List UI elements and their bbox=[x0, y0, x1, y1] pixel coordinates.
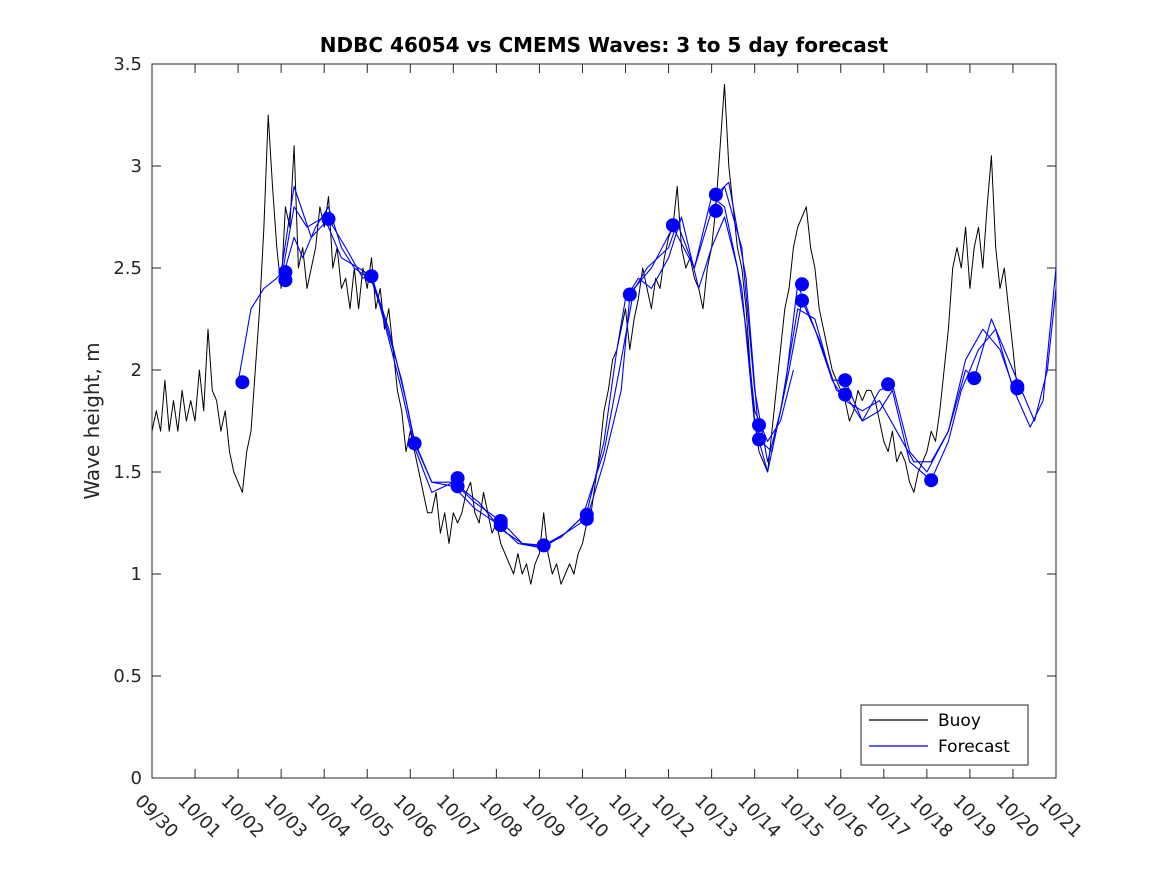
y-tick-label: 3 bbox=[131, 156, 142, 177]
marker-group bbox=[235, 187, 1025, 553]
buoy-series-line bbox=[151, 83, 1018, 585]
y-tick-label: 0 bbox=[131, 768, 142, 789]
forecast-marker bbox=[967, 371, 982, 386]
forecast-marker bbox=[795, 277, 809, 292]
forecast-marker bbox=[407, 436, 422, 451]
forecast-marker bbox=[536, 538, 551, 553]
forecast-marker bbox=[1010, 381, 1025, 396]
forecast-marker bbox=[838, 387, 853, 402]
plot-area bbox=[152, 64, 1056, 778]
forecast-marker bbox=[364, 269, 379, 284]
y-tick-label: 2 bbox=[131, 360, 142, 381]
forecast-marker bbox=[752, 418, 766, 433]
axes-frame bbox=[151, 63, 1057, 779]
y-tick-label: 1 bbox=[131, 564, 142, 585]
y-tick-label: 0.5 bbox=[113, 666, 142, 687]
legend: Buoy Forecast bbox=[860, 704, 1029, 766]
forecast-run-line bbox=[280, 185, 1057, 546]
forecast-marker bbox=[838, 373, 853, 388]
forecast-marker bbox=[752, 432, 766, 447]
forecast-marker bbox=[321, 212, 336, 226]
forecast-marker bbox=[708, 187, 723, 202]
forecast-run-line bbox=[280, 185, 1014, 549]
y-tick-label: 2.5 bbox=[113, 258, 142, 279]
forecast-marker bbox=[622, 287, 637, 302]
legend-buoy-label: Buoy bbox=[938, 711, 981, 731]
chart-title: NDBC 46054 vs CMEMS Waves: 3 to 5 day fo… bbox=[320, 33, 889, 57]
forecast-marker bbox=[881, 377, 896, 392]
forecast-run-line bbox=[715, 181, 1057, 481]
y-tick-label: 1.5 bbox=[113, 462, 142, 483]
y-axis-label: Wave height, m bbox=[80, 342, 104, 499]
forecast-marker bbox=[579, 507, 594, 522]
forecast-marker bbox=[278, 265, 293, 280]
forecast-marker bbox=[235, 375, 250, 390]
legend-box bbox=[860, 704, 1029, 766]
forecast-marker bbox=[450, 471, 465, 486]
forecast-marker bbox=[493, 518, 508, 532]
axes-frame-group bbox=[151, 63, 1057, 779]
legend-forecast-label: Forecast bbox=[938, 737, 1010, 757]
forecast-marker bbox=[924, 473, 939, 488]
series-group bbox=[151, 83, 1057, 585]
forecast-marker bbox=[708, 203, 723, 218]
forecast-marker bbox=[665, 218, 680, 233]
forecast-marker bbox=[795, 293, 809, 308]
y-tick-label: 3.5 bbox=[113, 54, 142, 75]
